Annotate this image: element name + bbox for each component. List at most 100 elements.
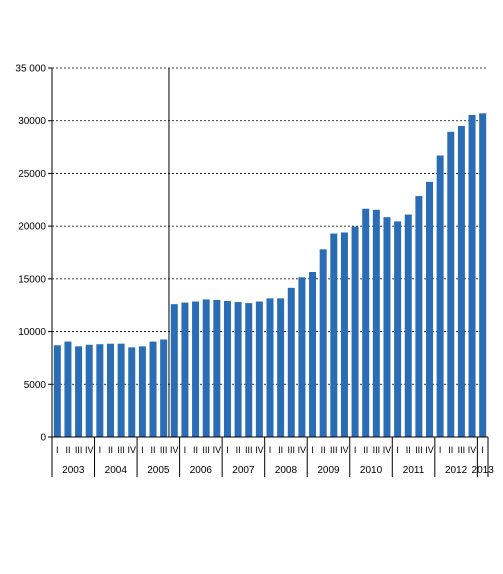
y-tick-label: 10000 [18,327,46,338]
bar [213,299,221,437]
x-tick-label-quarter: IV [468,445,477,455]
x-tick-label-quarter: IV [213,445,222,455]
x-tick-label-quarter: III [245,445,253,455]
x-tick-label-quarter: I [354,445,357,455]
bar [96,344,104,437]
x-tick-label-quarter: III [288,445,296,455]
x-tick-label-quarter: IV [170,445,179,455]
bar [266,298,274,437]
bar [117,343,125,437]
bar [426,181,434,437]
bar [245,303,253,437]
bar [75,346,83,437]
bar [340,232,348,437]
x-tick-label-quarter: II [363,445,368,455]
bar [362,208,370,437]
x-tick-label-quarter: I [99,445,102,455]
bar [277,298,285,437]
x-tick-label-year: 2010 [360,465,383,476]
x-tick-label-quarter: I [396,445,399,455]
bar [298,277,306,437]
x-tick-label-quarter: II [278,445,283,455]
bar [330,233,338,437]
y-tick-label: 5000 [24,380,47,391]
y-tick-label: 25000 [18,169,46,180]
bar [351,226,359,437]
bar [192,301,200,437]
bar [383,217,391,437]
bar [106,343,114,437]
bar [255,301,263,437]
y-tick-label: 15000 [18,274,46,285]
bar [404,214,412,437]
x-tick-label-year: 2003 [62,465,85,476]
x-tick-label-quarter: I [226,445,229,455]
x-tick-label-quarter: III [160,445,168,455]
bar [85,344,93,437]
bar [319,249,327,437]
x-tick-label-quarter: IV [425,445,434,455]
x-tick-label-quarter: III [458,445,466,455]
x-tick-label-quarter: III [330,445,338,455]
x-tick-label-quarter: I [269,445,272,455]
x-tick-label-quarter: IV [127,445,136,455]
x-tick-label-year: 2007 [232,465,255,476]
bars [53,113,487,437]
bar [457,125,465,437]
bar [160,339,168,437]
x-tick-label-quarter: IV [298,445,307,455]
x-tick-label-year: 2011 [403,465,425,476]
x-tick-label-year: 2006 [190,465,213,476]
x-tick-label-quarter: IV [340,445,349,455]
bar [234,302,242,437]
bar [170,304,178,437]
bar [64,341,72,437]
bar [202,299,210,437]
x-tick-label-quarter: II [193,445,198,455]
bar [223,300,231,437]
bar [415,196,423,437]
x-tick-label-quarter: III [117,445,125,455]
bar [287,287,295,437]
x-tick-label-year: 2009 [317,465,340,476]
x-tick-label-quarter: II [448,445,453,455]
bar [309,272,317,437]
x-tick-label-year: 2012 [445,465,468,476]
x-tick-label-quarter: I [184,445,187,455]
x-tick-label-year: 2004 [105,465,128,476]
bar [436,155,444,437]
bar [128,347,136,437]
x-tick-label-quarter: III [373,445,381,455]
y-tick-label: 20000 [18,222,46,233]
bar [468,114,476,437]
x-tick-label-quarter: II [406,445,411,455]
x-tick-label-quarter: II [236,445,241,455]
x-tick-label-year: 2008 [275,465,298,476]
x-tick-label-quarter: II [321,445,326,455]
x-tick-label-quarter: I [56,445,59,455]
x-tick-label-quarter: II [65,445,70,455]
bar [149,341,157,437]
y-tick-label: 0 [40,433,46,444]
x-tick-label-quarter: III [415,445,423,455]
bar [372,209,380,437]
x-tick-label-quarter: IV [85,445,94,455]
bar [138,346,146,437]
x-tick-label-quarter: IV [383,445,392,455]
x-tick-labels: I II III IV I II III IV I II III IV I II III IV I II III IV… [56,445,494,476]
x-tick-label-quarter: II [108,445,113,455]
y-tick-label: 30000 [18,116,46,127]
y-tick-label: 35 000 [15,64,46,75]
bar [53,345,61,437]
x-tick-label-quarter: I [439,445,442,455]
x-tick-label-quarter: I [141,445,144,455]
x-tick-label-quarter: I [311,445,314,455]
x-tick-label-year: 2013 [472,465,495,476]
axes [48,67,489,477]
bar [394,221,402,437]
bar [181,302,189,437]
x-tick-label-quarter: IV [255,445,264,455]
x-tick-label-quarter: II [151,445,156,455]
bar [479,113,487,437]
